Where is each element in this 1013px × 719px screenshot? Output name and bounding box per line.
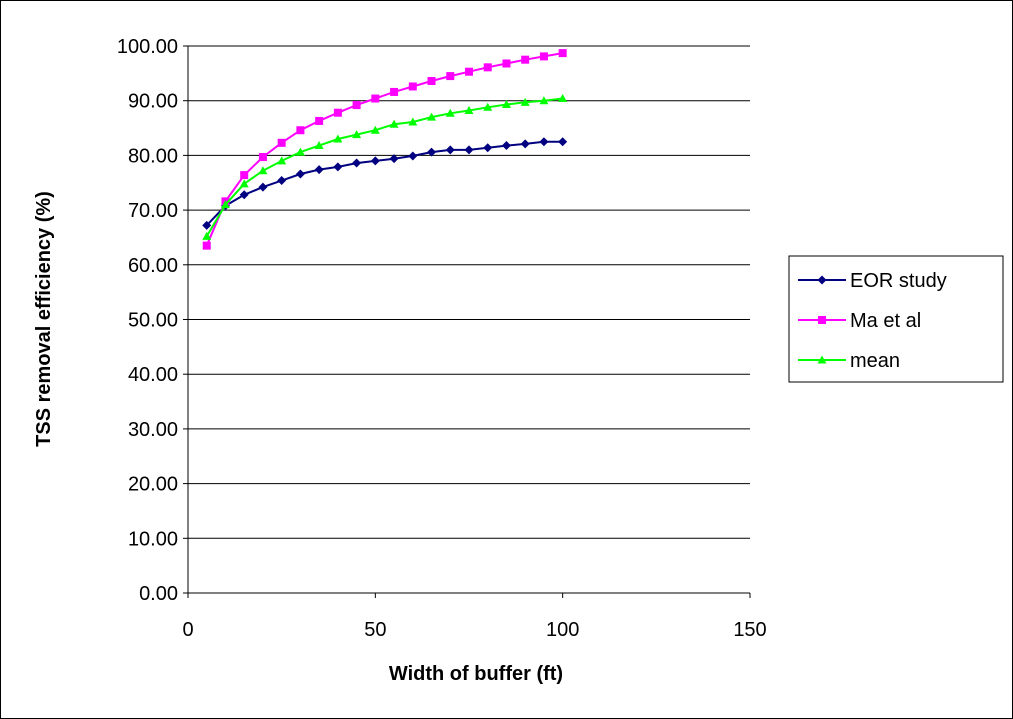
data-point [371,94,380,103]
y-tick-label: 70.00 [128,200,178,222]
data-point [314,165,324,175]
data-point [240,171,249,180]
data-point [539,96,549,105]
data-point [483,102,493,111]
y-tick-label: 80.00 [128,145,178,167]
data-point [333,162,343,172]
data-point [389,119,399,128]
legend-marker [817,355,827,364]
data-point [558,137,568,147]
data-point [521,55,530,64]
legend-marker [818,316,826,324]
data-point [202,231,212,240]
series-group [202,49,568,250]
data-point [352,158,362,168]
data-point [464,106,474,115]
data-point [296,126,305,135]
data-point [277,176,287,186]
data-point [370,156,380,166]
data-point [445,145,455,155]
data-point [445,108,455,117]
y-tick-label: 30.00 [128,419,178,441]
data-point [258,166,268,175]
data-point [539,137,549,147]
data-point [520,97,530,106]
data-point [258,182,268,192]
legend-item: mean [798,350,900,372]
data-point [408,151,418,161]
data-point [483,63,492,72]
legend-label: Ma et al [850,310,921,332]
series-3 [202,94,568,240]
y-tick-label: 40.00 [128,364,178,386]
data-point [558,94,568,103]
data-point [333,134,343,143]
x-tick-label: 0 [182,619,193,641]
data-point [202,220,212,230]
legend-label: mean [850,350,900,372]
data-point [390,87,399,96]
y-tick-label: 10.00 [128,528,178,550]
x-tick-label: 50 [364,619,386,641]
legend-marker [817,275,827,285]
data-point [465,67,473,76]
data-point [408,82,417,91]
data-point [501,100,511,109]
data-point [539,52,548,61]
y-axis-title: TSS removal efficiency (%) [33,191,55,447]
y-tick-label: 20.00 [128,474,178,496]
x-tick-label: 150 [733,619,766,641]
data-point [408,117,418,126]
x-axis-title: Width of buffer (ft) [389,663,563,685]
data-point [501,141,511,151]
x-tick-labels: 0 50 100 150 [182,619,766,641]
data-point [239,179,249,188]
legend: EOR study Ma et al mean [788,255,1004,383]
data-point [352,101,361,110]
data-point [389,154,399,164]
legend-label: EOR study [850,270,947,292]
data-point [239,190,249,200]
x-tick-label: 100 [546,619,579,641]
data-point [502,59,511,68]
data-point [464,145,474,155]
data-point [315,116,324,125]
gridlines [188,45,750,539]
data-point [202,241,211,250]
data-point [558,49,567,58]
y-tick-label: 0.00 [139,583,178,605]
series-line [205,97,563,237]
data-point [483,143,493,153]
data-point [277,156,287,165]
data-point [446,72,455,81]
data-point [427,77,436,86]
data-point [427,112,437,121]
y-tick-label: 90.00 [128,91,178,113]
data-point [314,141,324,150]
y-tick-label: 60.00 [128,255,178,277]
data-point [333,108,342,117]
legend-item: EOR study [798,270,947,292]
data-point [370,125,380,134]
y-tick-label: 100.00 [117,36,178,58]
data-point [295,147,305,156]
y-tick-label: 50.00 [128,310,178,332]
data-point [520,139,530,149]
axes [183,45,751,598]
data-point [258,153,267,162]
data-point [352,130,362,139]
data-point [427,147,437,157]
data-point [295,169,305,179]
data-point [220,200,230,209]
data-point [277,138,286,147]
legend-item: Ma et al [798,310,921,332]
y-tick-labels: 0.00 10.00 20.00 30.00 40.00 50.00 60.00 70.00 8… [117,36,178,605]
